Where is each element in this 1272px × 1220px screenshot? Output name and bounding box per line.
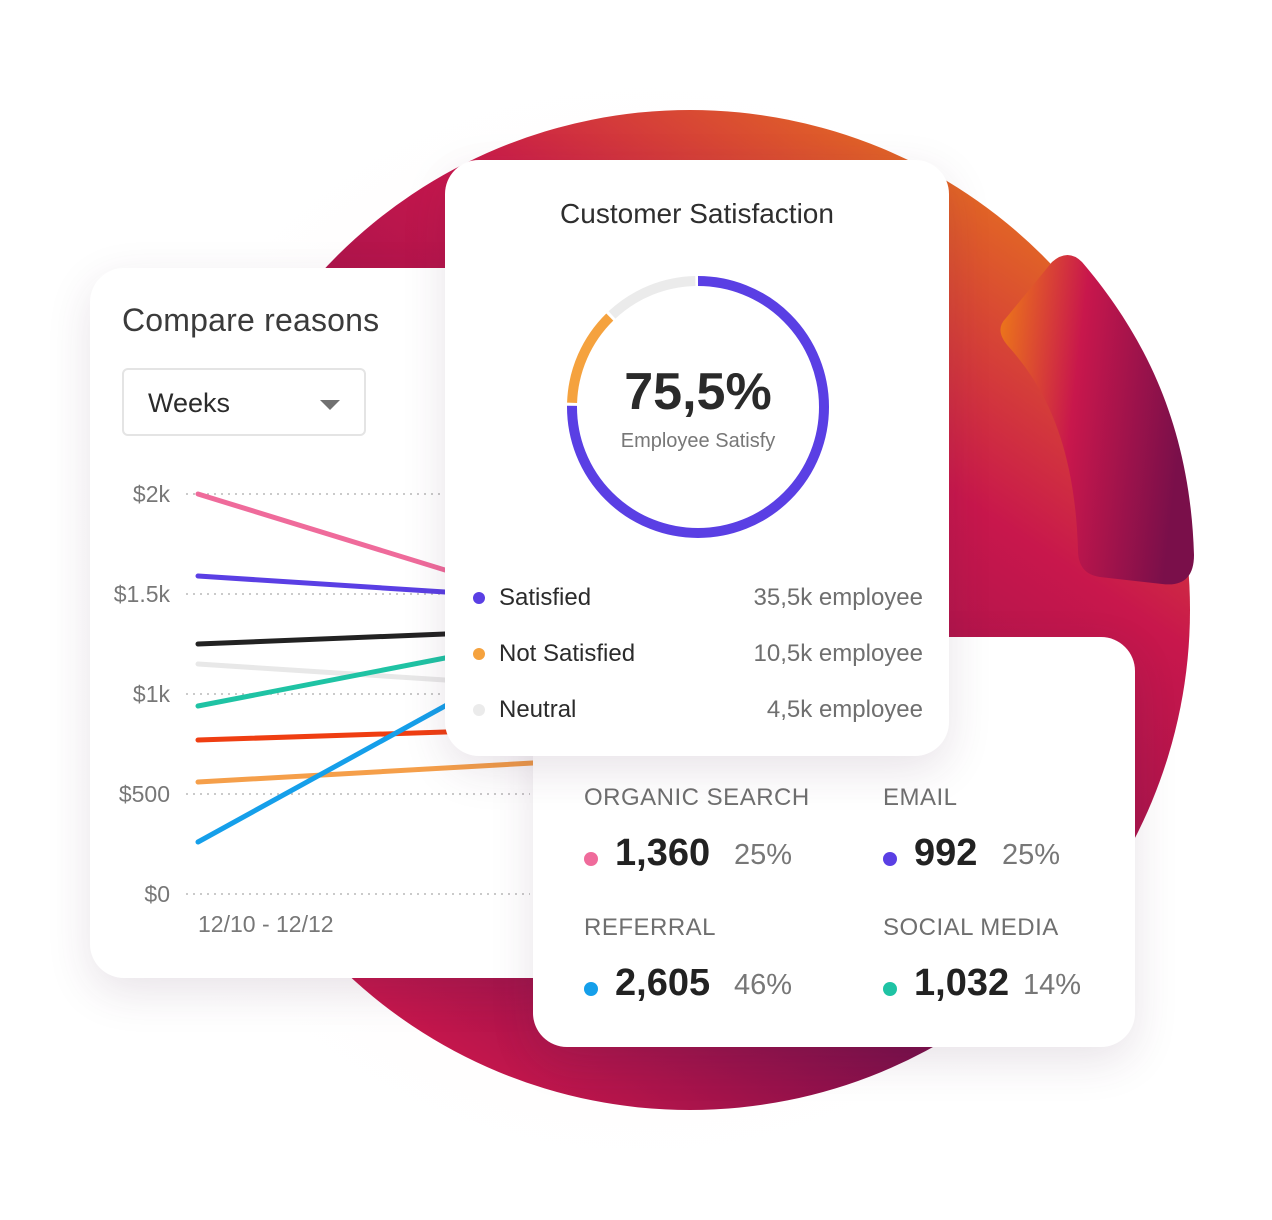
legend-row-satisfied: Satisfied 35,5k employee [473, 582, 923, 614]
source-percent: 25% [1002, 839, 1061, 871]
source-value: 1,032 [914, 962, 1010, 1004]
source-value: 2,605 [615, 962, 711, 1004]
legend-dot [473, 592, 485, 604]
period-dropdown-value: Weeks [148, 388, 231, 418]
source-organic-search: ORGANIC SEARCH 1,360 25% [584, 784, 864, 884]
line-chart: $2k $1.5k $1k $500 $0 12/10 - 12/12 [114, 481, 538, 937]
gradient-arc [1000, 255, 1194, 585]
traffic-sources-grid: ORGANIC SEARCH 1,360 25% EMAIL 992 25% R… [533, 637, 1135, 1047]
customer-satisfaction-card: Customer Satisfaction 75,5% Employee Sat… [445, 160, 949, 756]
source-dot [584, 852, 598, 866]
source-label: EMAIL [883, 784, 958, 811]
legend-row-neutral: Neutral 4,5k employee [473, 694, 923, 726]
source-dot [883, 852, 897, 866]
source-referral: REFERRAL 2,605 46% [584, 914, 864, 1014]
legend-dot [473, 704, 485, 716]
source-percent: 46% [734, 969, 793, 1001]
source-label: REFERRAL [584, 914, 717, 941]
satisfaction-title: Customer Satisfaction [560, 198, 834, 229]
source-value: 992 [914, 832, 978, 874]
source-value: 1,360 [615, 832, 711, 874]
donut-segment [567, 276, 829, 538]
legend-name: Not Satisfied [499, 640, 636, 667]
x-tick-label: 12/10 - 12/12 [198, 911, 334, 937]
satisfaction-subtitle: Employee Satisfy [620, 430, 776, 452]
y-tick-label: $500 [119, 781, 170, 807]
source-social-media: SOCIAL MEDIA 1,032 14% [883, 914, 1123, 1014]
source-dot [883, 982, 897, 996]
legend-value: 4,5k employee [766, 696, 923, 723]
source-percent: 14% [1023, 969, 1082, 1001]
compare-reasons-title: Compare reasons [122, 302, 380, 338]
y-tick-label: $1k [133, 681, 171, 707]
source-percent: 25% [734, 839, 793, 871]
legend-name: Satisfied [499, 584, 592, 611]
legend-dot [473, 648, 485, 660]
legend-name: Neutral [499, 696, 577, 723]
series-line [195, 760, 538, 785]
y-tick-label: $2k [133, 481, 171, 507]
y-tick-label: $1.5k [114, 581, 171, 607]
source-label: ORGANIC SEARCH [584, 784, 810, 811]
y-tick-label: $0 [144, 881, 170, 907]
satisfaction-donut-chart [567, 276, 829, 538]
caret-down-icon [320, 400, 340, 410]
legend-value: 10,5k employee [753, 640, 923, 667]
source-email: EMAIL 992 25% [883, 784, 1123, 884]
period-dropdown[interactable]: Weeks [122, 368, 366, 436]
satisfaction-value: 75,5% [624, 363, 772, 421]
source-label: SOCIAL MEDIA [883, 914, 1059, 941]
legend-row-not-satisfied: Not Satisfied 10,5k employee [473, 638, 923, 670]
source-dot [584, 982, 598, 996]
legend-value: 35,5k employee [753, 584, 923, 611]
